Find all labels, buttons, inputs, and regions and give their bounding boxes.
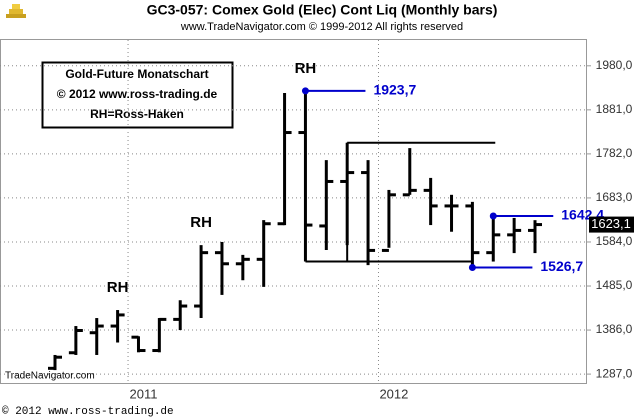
source: TradeNavigator.com — [5, 371, 95, 382]
footer: © 2012 www.ross-trading.de — [2, 406, 174, 418]
y-tick-label: 1782,0 — [596, 146, 633, 160]
price-marker — [468, 263, 476, 271]
price-label: 1526,7 — [540, 258, 583, 274]
subtitle: www.TradeNavigator.com © 1999-2012 All r… — [180, 21, 463, 33]
info-line: Gold-Future Monatschart — [65, 67, 208, 81]
y-tick-label: 1386,0 — [596, 322, 633, 336]
info-box — [41, 61, 234, 129]
info-line: © 2012 www.ross-trading.de — [57, 87, 218, 101]
price-marker — [301, 87, 309, 95]
rh-label: RH — [190, 214, 212, 231]
price-marker — [489, 212, 497, 220]
last-price-label: 1623,1 — [591, 216, 631, 231]
y-tick-label: 1584,0 — [596, 234, 633, 248]
plot-frame — [0, 39, 587, 384]
gold-icon — [6, 4, 26, 18]
y-tick-label: 1287,0 — [596, 366, 633, 380]
last-price-box — [589, 216, 634, 233]
chart-title: GC3-057: Comex Gold (Elec) Cont Liq (Mon… — [147, 2, 498, 18]
x-tick-label: 2011 — [129, 386, 157, 401]
price-label: 1923,7 — [373, 82, 416, 98]
x-tick-label: 2012 — [379, 386, 408, 401]
rh-label: RH — [295, 60, 317, 77]
y-tick-label: 1980,0 — [596, 58, 633, 72]
info-line: RH=Ross-Haken — [90, 107, 184, 121]
y-tick-label: 1683,0 — [596, 190, 633, 204]
y-tick-label: 1881,0 — [596, 102, 633, 116]
rh-label: RH — [107, 279, 129, 296]
y-tick-label: 1485,0 — [596, 278, 633, 292]
